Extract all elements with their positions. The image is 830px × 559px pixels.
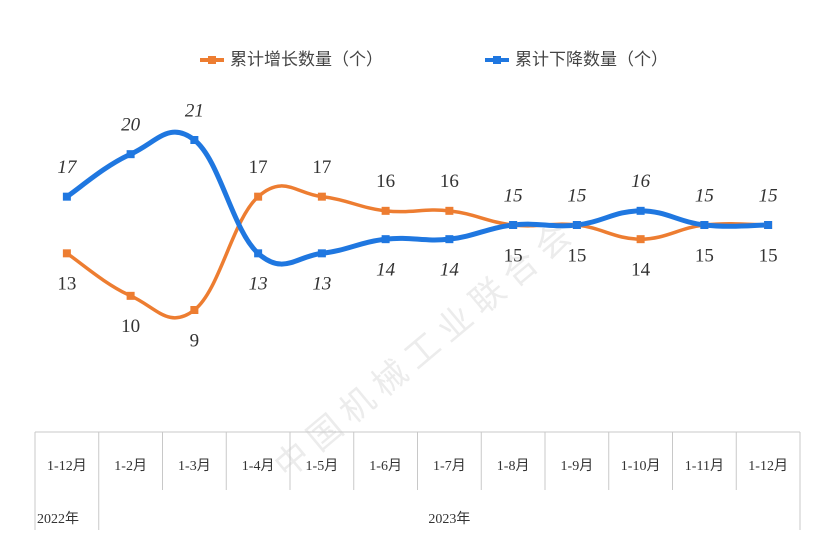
group-label: 2022年 <box>37 511 79 527</box>
value-label: 17 <box>249 157 268 178</box>
x-tick-label: 1-6月 <box>369 458 402 474</box>
x-tick-label: 1-4月 <box>242 458 275 474</box>
value-label: 15 <box>759 245 778 266</box>
point-marker <box>317 249 326 258</box>
value-label: 14 <box>376 260 396 281</box>
value-label: 13 <box>249 274 268 295</box>
point-marker <box>381 235 390 244</box>
legend-label: 累计下降数量（个） <box>515 50 668 70</box>
point-marker <box>636 206 645 215</box>
point-marker <box>190 136 199 144</box>
point-marker <box>62 192 71 201</box>
value-label: 15 <box>567 245 586 266</box>
group-label: 2023年 <box>428 511 470 527</box>
x-tick-label: 1-2月 <box>114 458 147 474</box>
x-tick-label: 1-12月 <box>47 458 87 474</box>
value-label: 17 <box>312 157 331 178</box>
x-tick-label: 1-12月 <box>748 458 788 474</box>
value-label: 13 <box>312 274 331 295</box>
point-marker <box>254 249 263 258</box>
legend-marker <box>493 56 501 64</box>
value-label: 15 <box>504 185 523 206</box>
value-label: 14 <box>440 260 460 281</box>
x-tick-label: 1-10月 <box>621 458 661 474</box>
value-label: 17 <box>57 157 78 178</box>
value-label: 15 <box>567 185 586 206</box>
value-label: 15 <box>695 245 714 266</box>
point-marker <box>381 206 390 215</box>
value-label: 16 <box>376 171 395 192</box>
x-tick-label: 1-11月 <box>685 458 724 474</box>
point-marker <box>509 221 518 229</box>
point-marker <box>764 221 773 229</box>
point-marker <box>445 206 454 215</box>
legend-label: 累计增长数量（个） <box>230 50 383 70</box>
point-marker <box>317 192 326 201</box>
series-line <box>65 184 769 320</box>
point-marker <box>445 235 454 244</box>
point-marker <box>572 221 581 229</box>
series-line <box>65 129 769 267</box>
legend-marker <box>208 56 216 64</box>
value-label: 16 <box>631 171 651 192</box>
x-tick-label: 1-7月 <box>433 458 466 474</box>
value-label: 20 <box>121 115 141 136</box>
value-label: 15 <box>504 245 523 266</box>
point-marker <box>126 150 135 159</box>
value-label: 14 <box>631 260 651 281</box>
value-label: 13 <box>57 274 76 295</box>
x-tick-label: 1-5月 <box>306 458 339 474</box>
point-marker <box>126 291 135 300</box>
x-tick-label: 1-3月 <box>178 458 211 474</box>
point-marker <box>636 235 645 244</box>
value-label: 16 <box>440 171 459 192</box>
x-tick-label: 1-9月 <box>561 458 594 474</box>
point-marker <box>254 192 263 201</box>
point-marker <box>700 221 709 229</box>
value-label: 9 <box>190 330 200 351</box>
point-marker <box>190 306 199 314</box>
value-label: 21 <box>185 100 204 121</box>
value-label: 15 <box>759 185 778 206</box>
x-tick-label: 1-8月 <box>497 458 530 474</box>
value-label: 15 <box>695 185 714 206</box>
value-label: 10 <box>121 316 140 337</box>
point-marker <box>62 249 71 258</box>
